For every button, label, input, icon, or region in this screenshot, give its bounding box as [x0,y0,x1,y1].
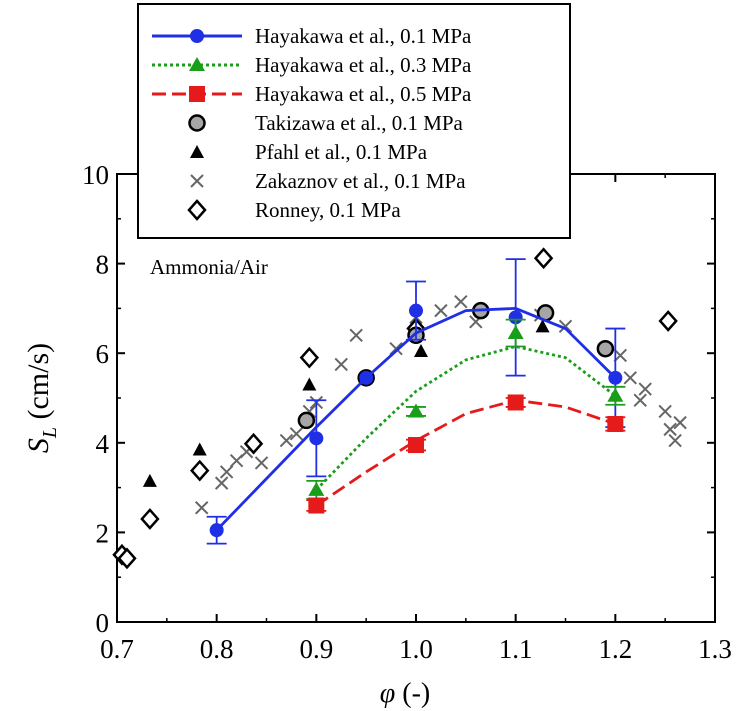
y-axis-title: SL (cm/s) [22,343,61,453]
series-2-point [308,497,325,514]
y-tick-label: 4 [96,429,110,459]
series-5-point [334,357,348,372]
series-2-fit-line [315,398,616,507]
series-1-point [308,481,325,496]
x-tick-label: 0.7 [100,634,134,664]
x-tick-label: 0.8 [200,634,234,664]
x-tick-label: 1.0 [399,634,433,664]
series-2-point [408,437,424,454]
legend-frame [137,3,571,239]
series-5-point [633,393,647,407]
series-4-point [142,473,157,487]
series-6-point [190,459,210,482]
x-tick-label: 1.1 [499,634,533,664]
series-5-point [279,433,294,448]
series-0-point [359,370,374,385]
axis-ticks: 0.7 0.8 0.9 1.0 1.1 1.2 1.3 0 2 4 6 8 10 [82,160,732,664]
series-6-point [140,508,160,530]
series-5-point [195,501,209,515]
legend: Hayakawa et al., 0.1 MPa Hayakawa et al.,… [137,3,571,239]
legend-label-0: Hayakawa et al., 0.1 MPa [255,24,472,48]
series-6-point [243,432,264,455]
series-layer [112,247,687,570]
y-tick-label: 2 [96,518,110,548]
series-1-point [507,325,524,340]
x-axis-title: φ (-) [380,678,430,709]
series-5-point [663,422,677,437]
series-5-point [638,382,652,396]
x-tick-label: 0.9 [299,634,333,664]
y-tick-label: 8 [96,250,110,280]
series-0-point [209,523,224,538]
series-0-point [309,431,324,446]
x-tick-label: 1.2 [598,634,632,664]
legend-marker-2 [189,86,205,102]
y-tick-label: 10 [82,160,109,190]
plot-frame [116,173,716,623]
series-6-point [658,310,678,332]
legend-label-2: Hayakawa et al., 0.5 MPa [255,82,472,106]
series-5-point [254,456,269,470]
series-4-point [302,377,317,391]
series-5-point [558,319,573,334]
series-4-point [192,442,207,456]
series-6-point [299,346,320,369]
series-5-point [668,433,682,448]
series-5-point [349,328,363,342]
legend-marker-3 [188,114,206,132]
legend-marker-4 [190,145,204,158]
legend-label-3: Takizawa et al., 0.1 MPa [255,111,464,135]
y-tick-label: 0 [96,608,110,638]
legend-label-5: Zakaznov et al., 0.1 MPa [255,169,466,193]
series-5-point [219,465,234,479]
series-5-point [289,427,304,441]
legend-marker-0 [190,29,204,43]
series-1-point [408,403,424,418]
annotation-ammonia-air: Ammonia/Air [150,255,268,279]
y-tick-label: 6 [96,339,110,369]
series-5-point [623,371,637,385]
series-5-point [454,294,468,309]
series-4-point [413,343,428,357]
series-0-point [608,370,623,385]
series-4-point [535,319,550,333]
series-3-point [297,411,316,430]
legend-label-6: Ronney, 0.1 MPa [255,198,401,222]
legend-marker-1 [189,57,205,71]
series-5-point [658,404,672,419]
series-1-fit-line [315,345,617,491]
legend-label-1: Hayakawa et al., 0.3 MPa [255,53,472,77]
series-3-point [596,339,615,358]
series-5-point [434,303,448,318]
series-6-point [533,247,554,270]
legend-marker-6 [187,199,207,221]
series-6-point [117,547,137,570]
series-2-point [607,415,624,432]
series-2-point [507,394,524,411]
series-5-point [673,415,687,430]
legend-marker-5 [190,174,204,188]
legend-label-4: Pfahl et al., 0.1 MPa [255,140,428,164]
series-1-point [607,387,624,402]
series-0-point [508,310,523,325]
x-tick-label: 1.3 [698,634,732,664]
series-0-point [409,303,423,318]
series-5-point [214,476,229,490]
series-5-point [613,348,628,363]
